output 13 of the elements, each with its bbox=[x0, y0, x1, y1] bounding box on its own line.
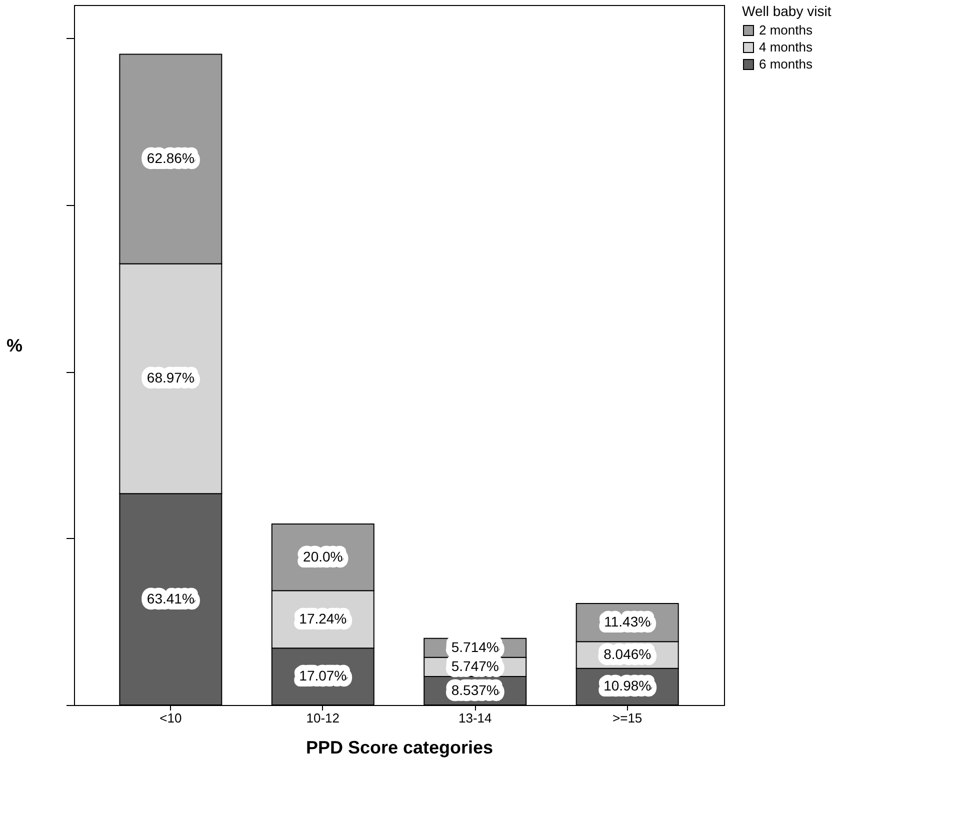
legend-label: 2 months bbox=[759, 22, 813, 38]
data-label: 17.24% bbox=[299, 610, 347, 626]
x-axis-title: PPD Score categories bbox=[306, 738, 494, 758]
x-tick-label: >=15 bbox=[612, 710, 642, 726]
x-tick-label: 13-14 bbox=[458, 710, 492, 726]
data-label: 8.046% bbox=[604, 646, 652, 662]
x-tick-label: 10-12 bbox=[306, 710, 340, 726]
y-axis-title: % bbox=[6, 336, 23, 356]
x-tick-label: <10 bbox=[160, 710, 182, 726]
legend-label: 4 months bbox=[759, 40, 813, 54]
data-label: 68.97% bbox=[146, 370, 194, 386]
legend-label: 6 months bbox=[759, 56, 813, 72]
legend-title: Well baby visit bbox=[742, 3, 832, 19]
